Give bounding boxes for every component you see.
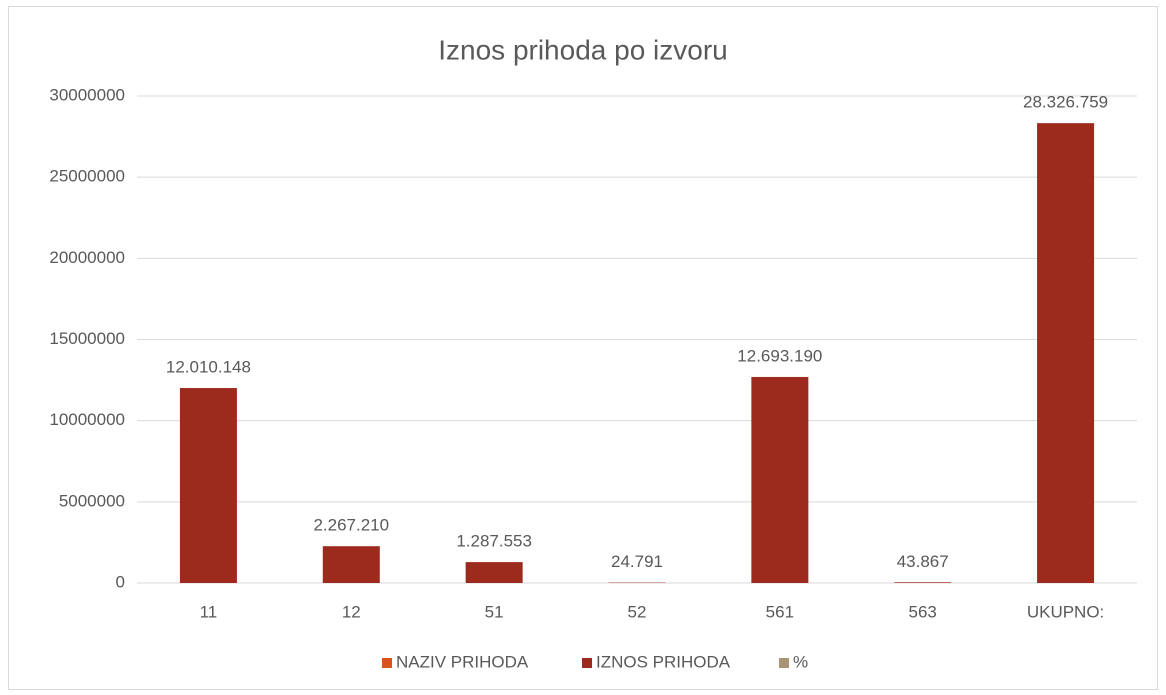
- bar: [1037, 123, 1095, 583]
- y-tick-label: 25000000: [49, 167, 125, 186]
- y-tick-label: 0: [116, 572, 125, 591]
- chart-border: [8, 6, 1158, 690]
- y-tick-label: 10000000: [49, 410, 125, 429]
- legend-marker: [382, 658, 392, 668]
- bar: [322, 546, 380, 583]
- x-tick-label: UKUPNO:: [1027, 602, 1104, 621]
- y-tick-label: 30000000: [49, 85, 125, 104]
- y-tick-label: 20000000: [49, 248, 125, 267]
- bar: [179, 388, 237, 583]
- data-label: 12.010.148: [166, 358, 251, 377]
- y-tick-label: 15000000: [49, 329, 125, 348]
- x-tick-label: 12: [342, 602, 361, 621]
- data-label: 12.693.190: [737, 346, 822, 365]
- legend-marker: [582, 658, 592, 668]
- y-tick-label: 5000000: [59, 491, 125, 510]
- x-tick-label: 561: [766, 602, 794, 621]
- bar: [751, 376, 809, 583]
- data-label: 43.867: [897, 552, 949, 571]
- data-label: 2.267.210: [313, 516, 389, 535]
- bar: [465, 562, 523, 583]
- x-tick-label: 11: [200, 602, 218, 621]
- chart-title: Iznos prihoda po izvoru: [438, 34, 728, 65]
- legend-label: NAZIV PRIHODA: [396, 652, 529, 671]
- x-tick-label: 52: [628, 602, 647, 621]
- legend-label: IZNOS PRIHODA: [596, 652, 731, 671]
- data-label: 1.287.553: [456, 532, 532, 551]
- legend-marker: [779, 658, 789, 668]
- data-label: 28.326.759: [1023, 93, 1108, 112]
- data-label: 24.791: [611, 552, 663, 571]
- x-tick-label: 563: [909, 602, 937, 621]
- legend-label: %: [793, 652, 808, 671]
- bar: [894, 582, 952, 583]
- x-tick-label: 51: [485, 602, 504, 621]
